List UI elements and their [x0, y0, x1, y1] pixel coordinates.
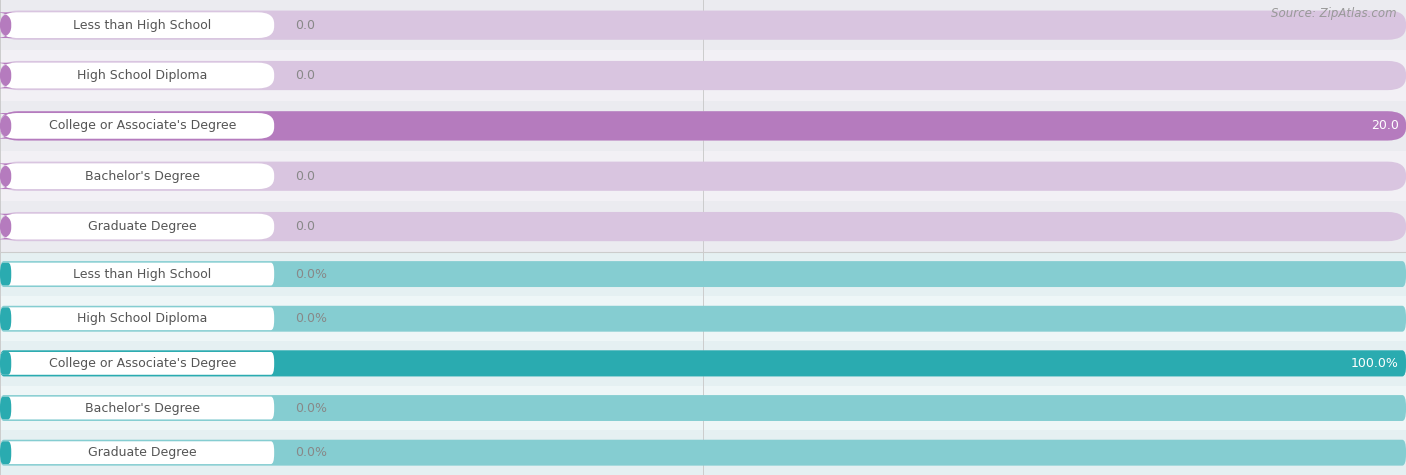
FancyBboxPatch shape: [0, 263, 274, 285]
Text: High School Diploma: High School Diploma: [77, 69, 208, 82]
Text: High School Diploma: High School Diploma: [77, 312, 208, 325]
Text: Graduate Degree: Graduate Degree: [89, 220, 197, 233]
FancyBboxPatch shape: [0, 263, 11, 285]
FancyBboxPatch shape: [0, 50, 1406, 101]
FancyBboxPatch shape: [0, 441, 11, 464]
FancyBboxPatch shape: [0, 397, 11, 419]
FancyBboxPatch shape: [0, 151, 1406, 201]
FancyBboxPatch shape: [0, 163, 15, 189]
Text: Graduate Degree: Graduate Degree: [89, 446, 197, 459]
FancyBboxPatch shape: [0, 12, 274, 38]
Text: 0.0: 0.0: [295, 220, 315, 233]
FancyBboxPatch shape: [0, 113, 15, 139]
FancyBboxPatch shape: [0, 307, 11, 330]
FancyBboxPatch shape: [0, 351, 1406, 376]
FancyBboxPatch shape: [0, 63, 15, 88]
FancyBboxPatch shape: [0, 352, 11, 375]
FancyBboxPatch shape: [0, 214, 274, 239]
Text: 0.0: 0.0: [295, 170, 315, 183]
FancyBboxPatch shape: [0, 162, 1406, 191]
Text: College or Associate's Degree: College or Associate's Degree: [49, 119, 236, 133]
FancyBboxPatch shape: [0, 296, 1406, 341]
Text: College or Associate's Degree: College or Associate's Degree: [49, 357, 236, 370]
FancyBboxPatch shape: [0, 111, 1406, 141]
FancyBboxPatch shape: [0, 201, 1406, 252]
Text: Bachelor's Degree: Bachelor's Degree: [86, 170, 200, 183]
Text: Bachelor's Degree: Bachelor's Degree: [86, 401, 200, 415]
FancyBboxPatch shape: [0, 212, 1406, 241]
FancyBboxPatch shape: [0, 12, 15, 38]
FancyBboxPatch shape: [0, 352, 274, 375]
FancyBboxPatch shape: [0, 397, 274, 419]
Text: Source: ZipAtlas.com: Source: ZipAtlas.com: [1271, 7, 1396, 20]
FancyBboxPatch shape: [0, 61, 1406, 90]
FancyBboxPatch shape: [0, 351, 1406, 376]
Text: 0.0%: 0.0%: [295, 446, 328, 459]
Text: Less than High School: Less than High School: [73, 267, 212, 281]
FancyBboxPatch shape: [0, 307, 274, 330]
FancyBboxPatch shape: [0, 214, 15, 239]
FancyBboxPatch shape: [0, 386, 1406, 430]
FancyBboxPatch shape: [0, 113, 274, 139]
FancyBboxPatch shape: [0, 10, 1406, 40]
Text: 20.0: 20.0: [1371, 119, 1399, 133]
FancyBboxPatch shape: [0, 261, 1406, 287]
FancyBboxPatch shape: [0, 440, 1406, 466]
FancyBboxPatch shape: [0, 0, 1406, 50]
Text: 0.0%: 0.0%: [295, 312, 328, 325]
FancyBboxPatch shape: [0, 441, 274, 464]
FancyBboxPatch shape: [0, 63, 274, 88]
FancyBboxPatch shape: [0, 111, 1406, 141]
Text: 0.0: 0.0: [295, 19, 315, 32]
FancyBboxPatch shape: [0, 341, 1406, 386]
FancyBboxPatch shape: [0, 395, 1406, 421]
FancyBboxPatch shape: [0, 101, 1406, 151]
Text: 0.0%: 0.0%: [295, 401, 328, 415]
FancyBboxPatch shape: [0, 163, 274, 189]
FancyBboxPatch shape: [0, 430, 1406, 475]
Text: 0.0%: 0.0%: [295, 267, 328, 281]
FancyBboxPatch shape: [0, 306, 1406, 332]
Text: Less than High School: Less than High School: [73, 19, 212, 32]
FancyBboxPatch shape: [0, 252, 1406, 296]
Text: 0.0: 0.0: [295, 69, 315, 82]
Text: 100.0%: 100.0%: [1351, 357, 1399, 370]
